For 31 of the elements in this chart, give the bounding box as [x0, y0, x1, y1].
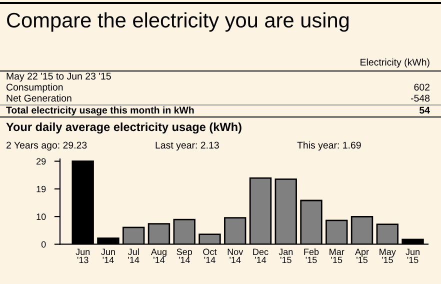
text: 54 — [419, 106, 430, 114]
text: May 22 '15 to Jun 23 '15 — [6, 72, 111, 82]
text: Electricity (kWh) — [360, 58, 430, 68]
x-tick-label: Dec '14 — [253, 248, 268, 264]
text: Net Generation — [6, 94, 72, 102]
text: Total electricity usage this month in kWh — [6, 106, 194, 116]
x-tick-label: Jun '13 — [76, 248, 90, 264]
text: -548 — [410, 94, 430, 102]
y-tick-label: 10 — [36, 214, 46, 220]
x-tick-label: Aug '14 — [150, 248, 166, 264]
x-tick-label: Mar '15 — [330, 248, 344, 264]
y-tick-label: 0 — [41, 241, 46, 248]
x-tick-label: Oct '14 — [203, 248, 217, 264]
chart-title: Compare the electricity you are using — [7, 12, 349, 32]
y-tick-label: 29 — [36, 158, 46, 165]
text: Consumption — [6, 83, 63, 93]
text: 2 Years ago: 29.23 — [6, 142, 87, 151]
x-tick-label: Apr '15 — [355, 248, 369, 264]
text: 602 — [414, 84, 430, 91]
x-tick-label: Jun '14 — [101, 248, 115, 264]
x-tick-label: Sep '14 — [176, 248, 192, 264]
x-tick-label: Jan '15 — [278, 248, 293, 264]
x-tick-label: Jun '15 — [406, 248, 420, 264]
x-tick-label: May '15 — [380, 248, 396, 264]
y-tick-label: 19 — [36, 186, 46, 192]
x-tick-label: Jul '14 — [128, 248, 140, 264]
x-tick-label: Nov '14 — [228, 248, 244, 264]
x-tick-label: Feb '15 — [304, 248, 319, 264]
text: Last year: 2.13 — [156, 142, 219, 151]
text: This year: 1.69 — [297, 141, 361, 151]
chart-subtitle: Your daily average electricity usage (kWh) — [6, 122, 242, 134]
